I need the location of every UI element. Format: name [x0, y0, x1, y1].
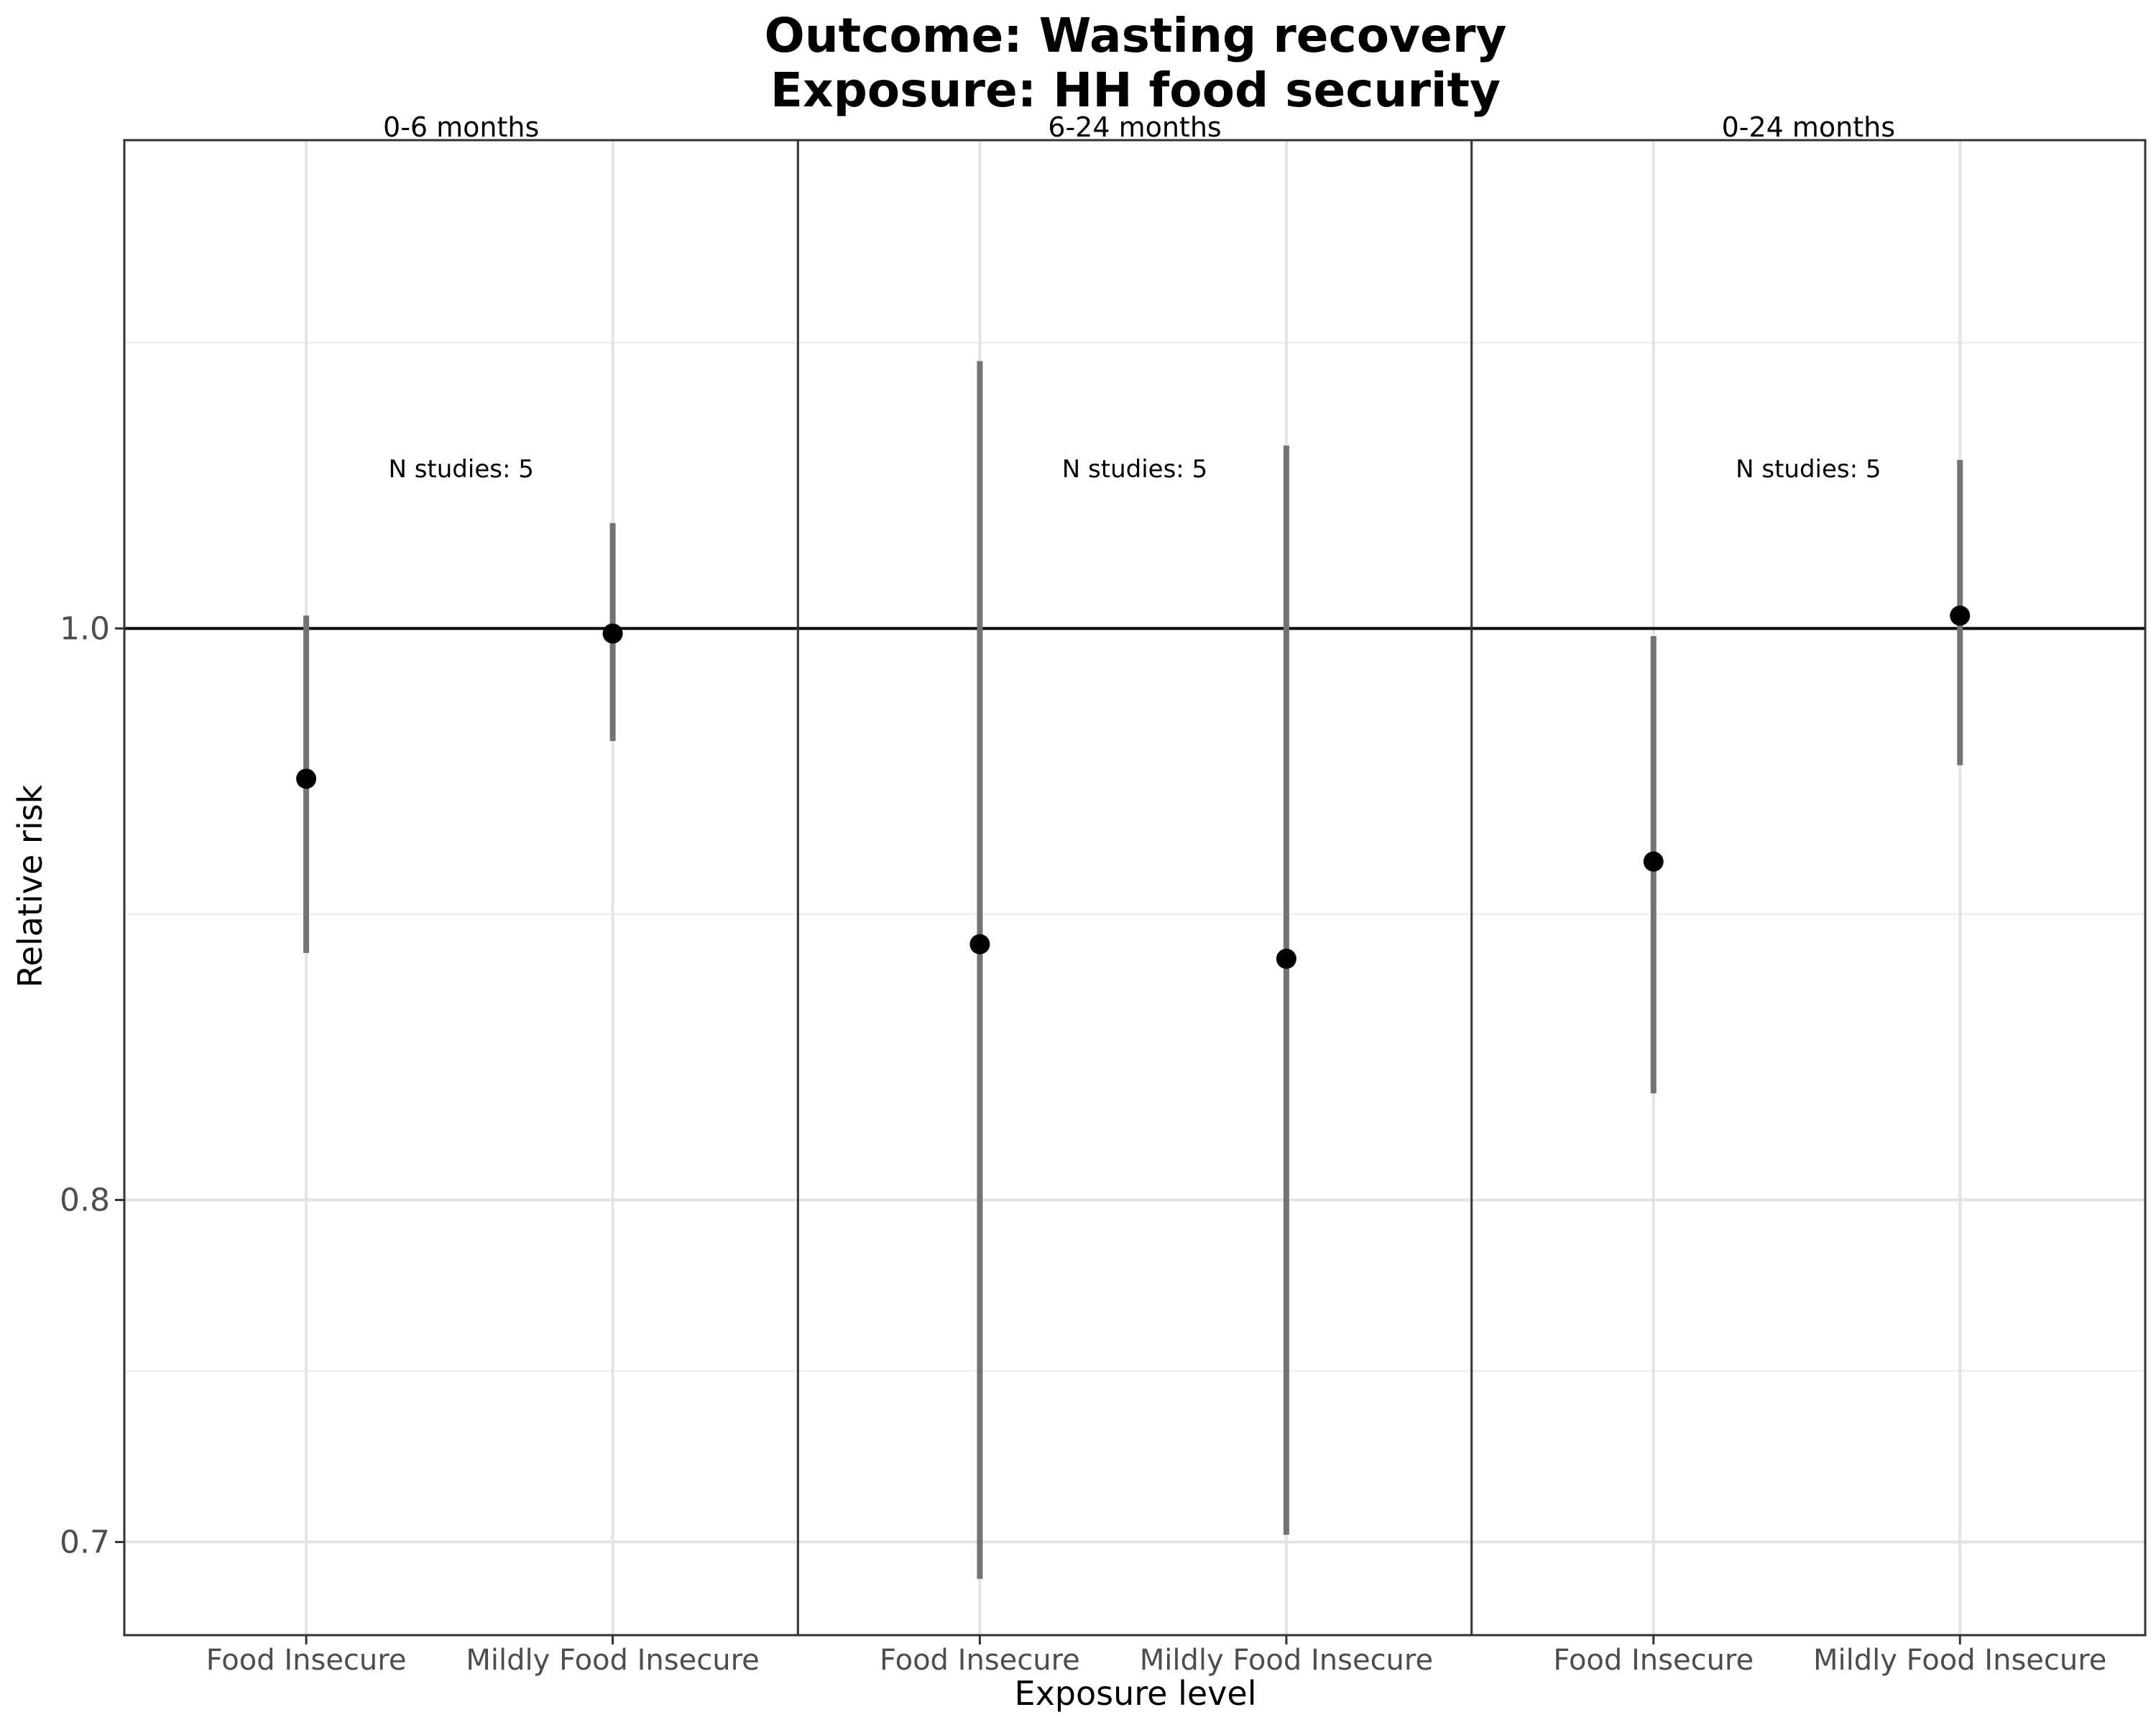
- x-tick-label: Mildly Food Insecure: [466, 1644, 759, 1677]
- x-axis-label: Exposure level: [1015, 1674, 1257, 1713]
- panel-border: [123, 139, 2147, 1637]
- chart-title-line-1: Outcome: Wasting recovery: [765, 8, 1507, 63]
- point-estimate: [602, 623, 623, 644]
- x-tick-label: Food Insecure: [1553, 1644, 1754, 1677]
- x-tick-label: Mildly Food Insecure: [1813, 1644, 2106, 1677]
- y-tick-label: 0.7: [60, 1524, 110, 1560]
- n-studies-annotation: N studies: 5: [388, 455, 533, 484]
- y-axis-label: Relative risk: [11, 784, 50, 988]
- facet-label: 0-24 months: [1722, 111, 1895, 143]
- point-estimate: [1276, 948, 1296, 969]
- y-tick-label: 0.8: [60, 1182, 110, 1219]
- x-tick-label: Food Insecure: [206, 1644, 407, 1677]
- y-tick-label: 1.0: [60, 610, 110, 647]
- point-estimate: [969, 934, 990, 954]
- plot-area: 0-6 months N studies: 5 Food Insecure Mildl…: [60, 111, 2147, 1677]
- facet-label: 6-24 months: [1048, 111, 1221, 143]
- x-tick-label: Mildly Food Insecure: [1140, 1644, 1433, 1677]
- n-studies-annotation: N studies: 5: [1062, 455, 1207, 484]
- x-tick-label: Food Insecure: [880, 1644, 1080, 1677]
- facet-label: 0-6 months: [383, 111, 539, 143]
- chart-title-line-2: Exposure: HH food security: [770, 63, 1501, 118]
- point-estimate: [1950, 605, 1971, 626]
- point-estimate: [1643, 851, 1664, 872]
- n-studies-annotation: N studies: 5: [1736, 455, 1881, 484]
- point-estimate: [296, 768, 317, 789]
